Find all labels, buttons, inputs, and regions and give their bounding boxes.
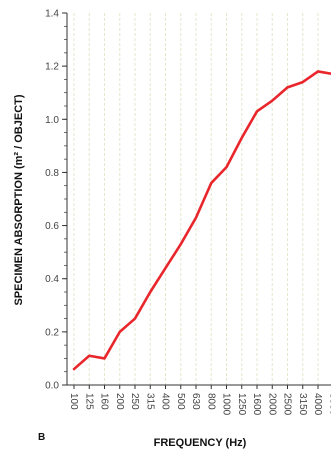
y-tick-label: 1.0 — [45, 115, 59, 126]
y-tick-label: 0.6 — [45, 221, 59, 232]
x-tick-label: 100 — [68, 393, 79, 410]
panel-label: B — [38, 432, 45, 443]
x-tick-label: 125 — [83, 393, 94, 410]
y-tick-label: 0.0 — [45, 381, 59, 392]
y-tick-label: 0.2 — [45, 327, 59, 338]
x-tick-label: 4000 — [312, 393, 323, 416]
x-tick-label: 160 — [99, 393, 110, 410]
x-tick-label: 800 — [205, 393, 216, 410]
x-tick-label: 5000 — [327, 393, 331, 416]
x-tick-labels: 100 125 160 200 250 315 400 500 630 800 1000 1250 16… — [68, 393, 331, 416]
x-tick-label: 630 — [190, 393, 201, 410]
x-tick-label: 1000 — [221, 393, 232, 416]
grid-lines — [74, 13, 331, 385]
y-tick-label: 1.4 — [45, 9, 59, 20]
x-tick-label: 250 — [129, 393, 140, 410]
x-tick-label: 1600 — [251, 393, 262, 416]
x-tick-label: 200 — [114, 393, 125, 410]
y-axis-title: SPECIMEN ABSORPTION (m² / OBJECT) — [13, 94, 25, 305]
x-tick-label: 3150 — [297, 393, 308, 416]
absorption-series-line — [74, 71, 331, 369]
x-tick-label: 315 — [144, 393, 155, 410]
x-tick-label: 1250 — [236, 393, 247, 416]
x-tick-label: 400 — [160, 393, 171, 410]
x-tick-label: 500 — [175, 393, 186, 410]
y-tick-labels: 0.0 0.2 0.4 0.6 0.8 1.0 1.2 1.4 — [45, 9, 59, 392]
x-tick-label: 2000 — [266, 393, 277, 416]
series — [74, 71, 331, 369]
y-tick-label: 1.2 — [45, 62, 59, 73]
x-tick-label: 2500 — [282, 393, 293, 416]
y-tick-label: 0.4 — [45, 274, 59, 285]
x-axis-title: FREQUENCY (Hz) — [154, 437, 247, 449]
y-tick-label: 0.8 — [45, 168, 59, 179]
